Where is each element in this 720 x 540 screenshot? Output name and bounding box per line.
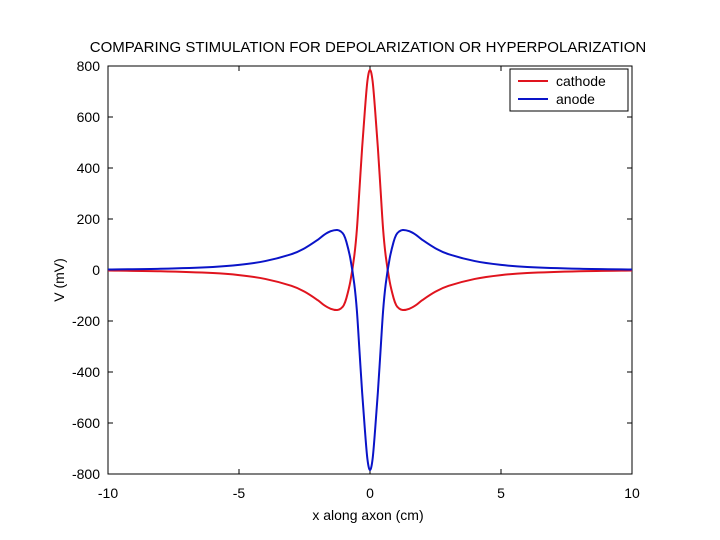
y-tick-label: -800 xyxy=(72,466,100,482)
y-axis-label: V (mV) xyxy=(51,258,67,302)
series-line-cathode xyxy=(107,68,633,312)
y-tick-label: 400 xyxy=(77,160,101,176)
legend-label-cathode: cathode xyxy=(556,73,606,89)
x-tick-label: -5 xyxy=(233,485,246,501)
chart-title: COMPARING STIMULATION FOR DEPOLARIZATION… xyxy=(90,39,646,56)
y-tick-label: -200 xyxy=(72,313,100,329)
y-tick-label: -600 xyxy=(72,415,100,431)
legend: cathode anode xyxy=(509,68,629,112)
x-tick-label: -10 xyxy=(98,485,118,501)
series-line-anode xyxy=(107,228,633,472)
x-axis: -10 -5 0 5 10 xyxy=(98,66,640,501)
legend-box xyxy=(509,68,629,112)
legend-label-anode: anode xyxy=(556,91,595,107)
plot-area xyxy=(107,65,633,475)
x-tick-label: 10 xyxy=(624,485,640,501)
y-tick-label: 600 xyxy=(77,109,101,125)
y-tick-label: 0 xyxy=(92,262,100,278)
x-tick-label: 0 xyxy=(366,485,374,501)
x-tick-label: 5 xyxy=(497,485,505,501)
y-tick-label: 800 xyxy=(77,58,101,74)
x-axis-label: x along axon (cm) xyxy=(312,507,423,523)
series-layer xyxy=(107,68,633,472)
y-axis: 800 600 400 200 0 -200 -400 -600 -800 xyxy=(72,58,632,482)
y-tick-label: -400 xyxy=(72,364,100,380)
y-tick-label: 200 xyxy=(77,211,101,227)
